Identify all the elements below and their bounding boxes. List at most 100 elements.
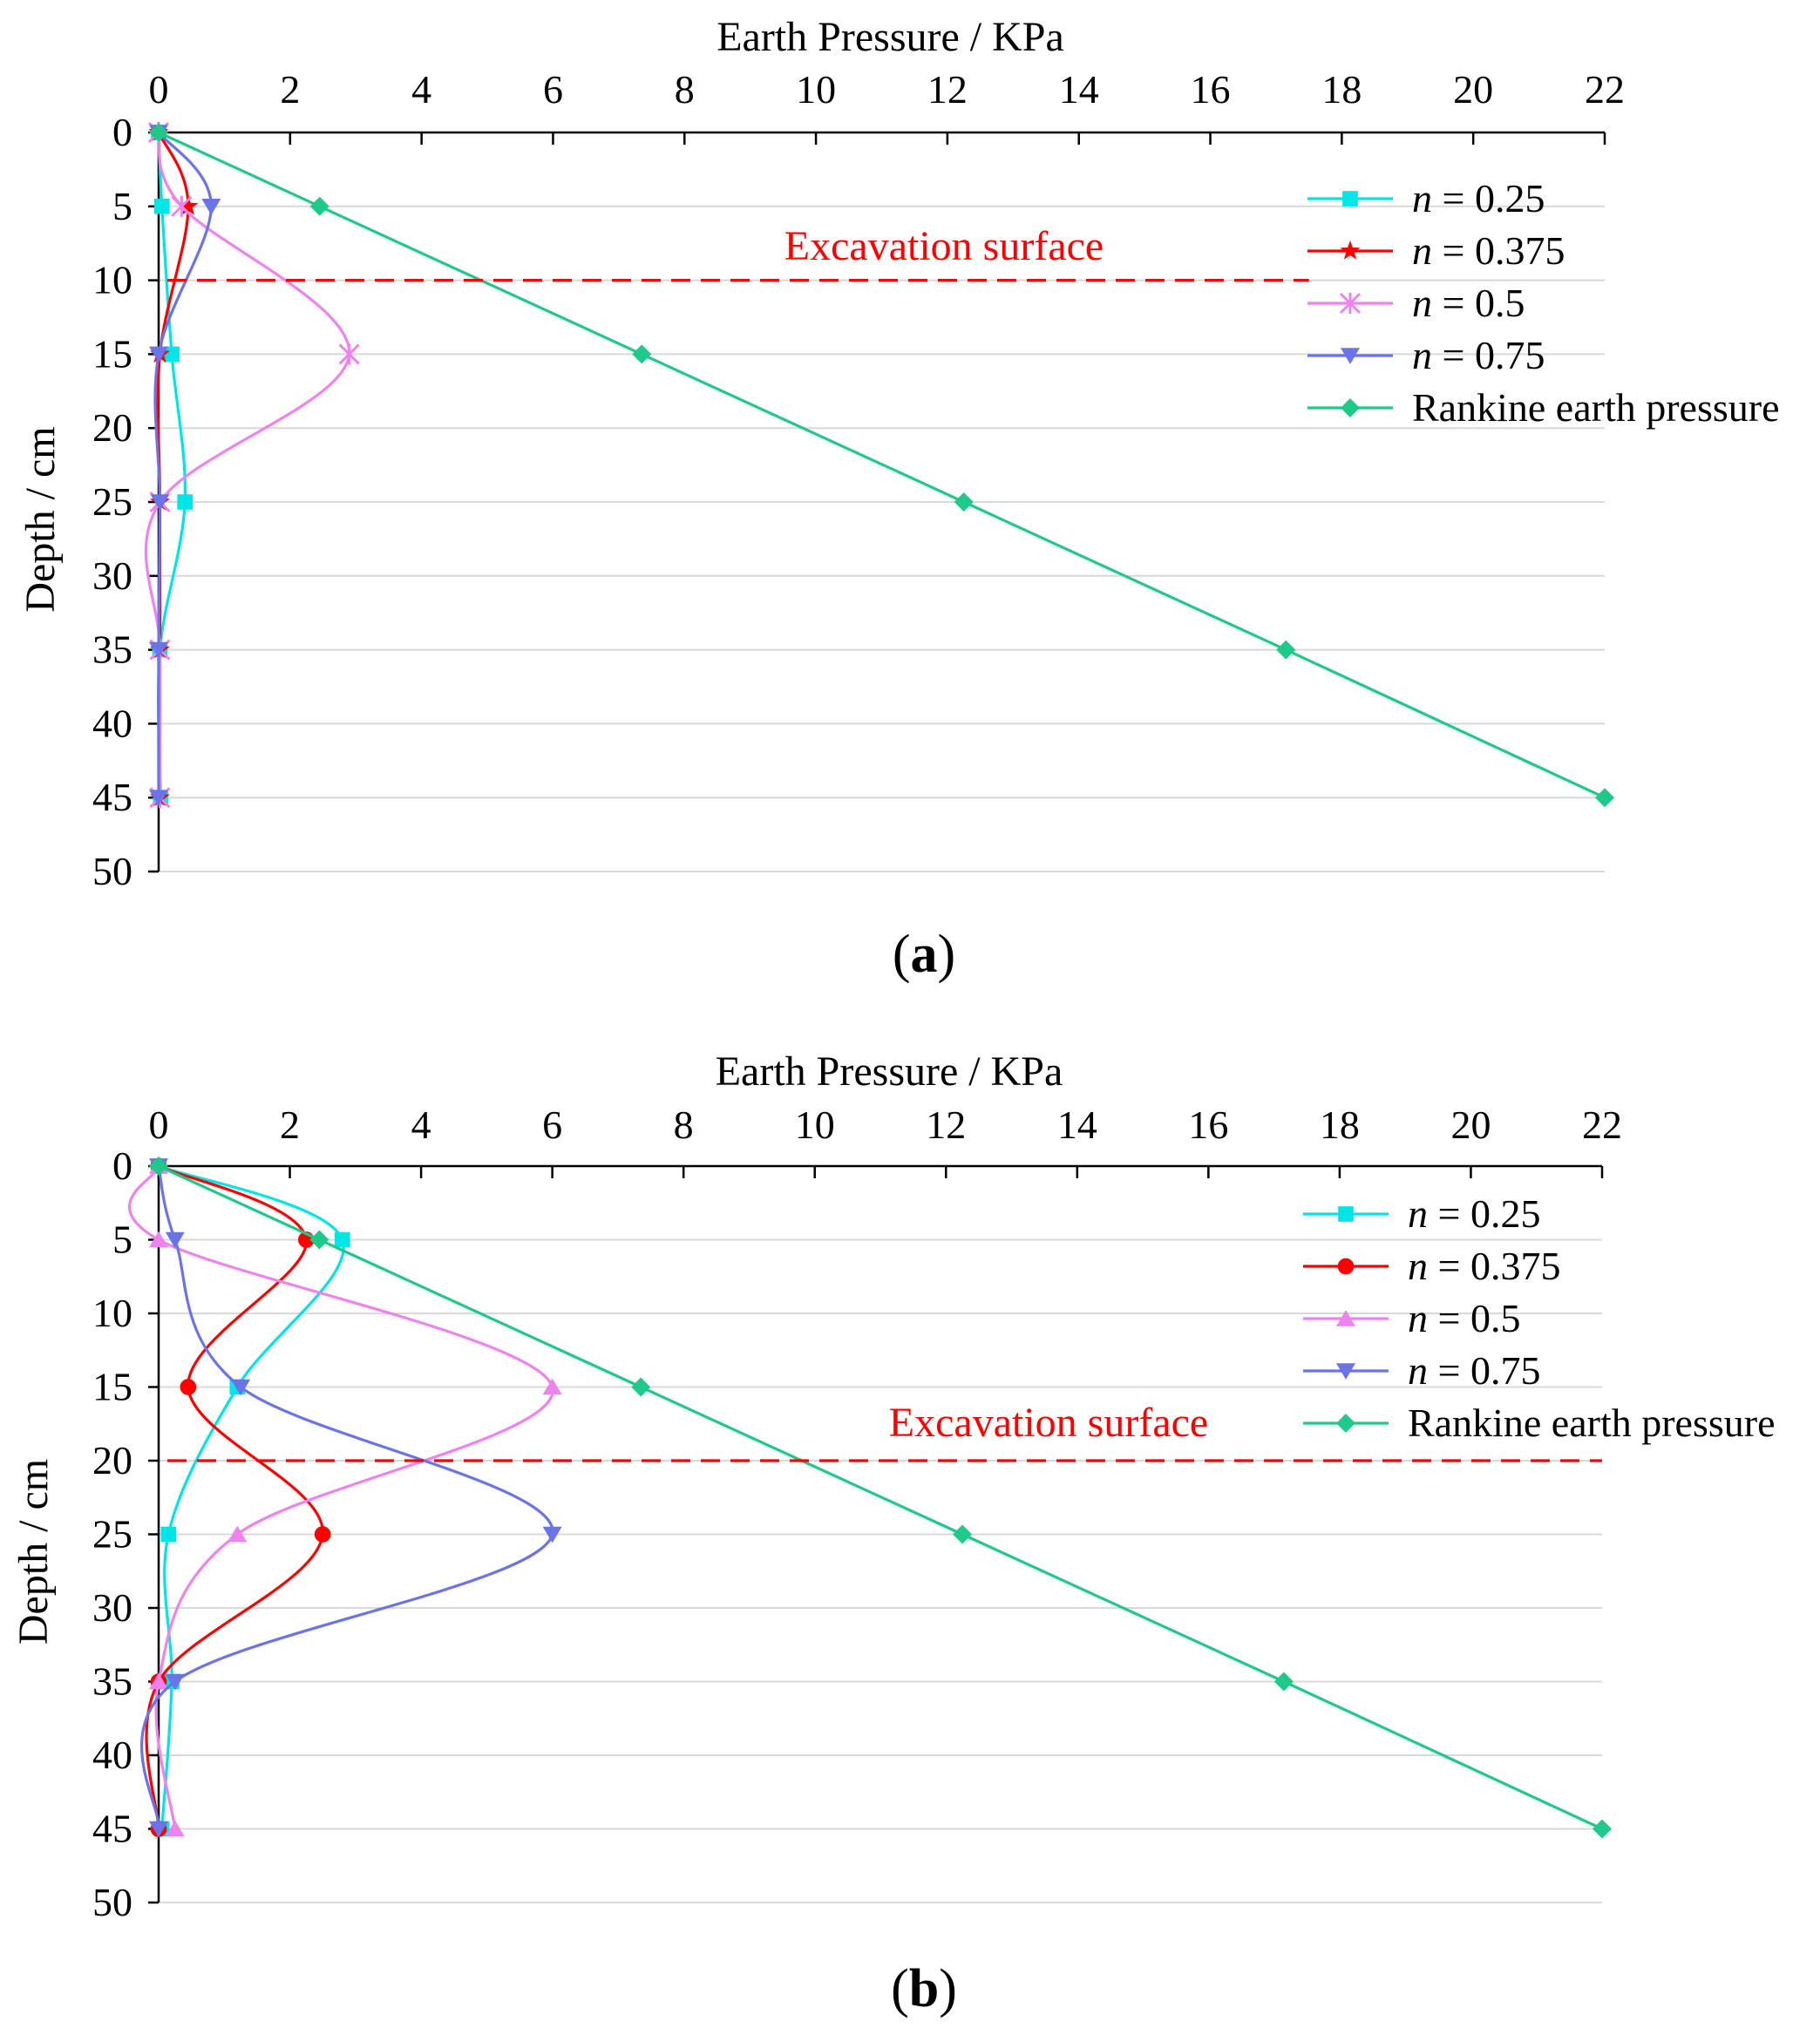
panel-a-x-tick-label: 12 — [927, 67, 968, 112]
panel-a-series-line — [144, 132, 351, 798]
panel-a-y-tick-label: 20 — [92, 405, 132, 450]
panel-b-legend-marker — [1336, 1310, 1355, 1326]
panel-a-data-point — [153, 199, 170, 214]
panel-a-legend-value: = 0.25 — [1432, 176, 1545, 220]
panel-a-data-point — [149, 346, 168, 363]
panel-b-legend-label: n = 0.5 — [1408, 1296, 1520, 1340]
panel-a-series-line — [158, 131, 1606, 799]
panel-b-series-3 — [140, 1158, 562, 1838]
panel-b-label: (b) — [891, 1959, 957, 2018]
panel-a-legend-var: n — [1412, 176, 1432, 220]
panel-a-series-1 — [148, 121, 199, 806]
panel-b-y-tick-label: 10 — [92, 1291, 132, 1335]
panel-b-data-point — [1592, 1819, 1612, 1839]
panel-b-legend-label: n = 0.25 — [1408, 1191, 1540, 1236]
panel-b-data-point — [149, 1231, 168, 1248]
panel-a-y-tick-label: 10 — [92, 258, 132, 302]
panel-b-legend-marker — [1338, 1206, 1354, 1222]
panel-a-data-point — [954, 492, 974, 512]
panel-a-legend-label: n = 0.75 — [1412, 333, 1545, 377]
panel-b-y-tick-label: 35 — [92, 1659, 132, 1704]
panel-b-data-point — [165, 1820, 185, 1837]
panel-a-legend-var: n — [1412, 281, 1432, 325]
panel-b-chart: 0 2 4 6 8 10 12 14 16 18 20 22 0 5 10 15 20 25 30 35 40 45 50 E… — [10, 1048, 1776, 2018]
panel-a-data-point — [1595, 788, 1614, 808]
panel-b-y-tick-label: 0 — [112, 1143, 132, 1188]
panel-a-label-letter: a — [911, 925, 938, 984]
panel-a-data-point — [149, 123, 168, 142]
panel-b-x-tick-label: 16 — [1188, 1102, 1228, 1147]
panel-a-y-tick-label: 40 — [92, 701, 132, 745]
panel-b-x-axis-title: Earth Pressure / KPa — [716, 1048, 1063, 1095]
panel-b-legend-var: n — [1408, 1348, 1428, 1393]
panel-a-data-point — [178, 195, 199, 215]
panel-b-data-point — [631, 1377, 651, 1397]
panel-b-series-line — [128, 1165, 554, 1829]
panel-a-data-point — [632, 344, 652, 364]
panel-b-data-point — [149, 1672, 168, 1690]
panel-b-excavation-label: Excavation surface — [889, 1400, 1208, 1446]
panel-b-y-tick-label: 45 — [92, 1807, 132, 1851]
panel-b-series-2 — [128, 1157, 562, 1837]
panel-a-legend-label: Rankine earth pressure — [1412, 385, 1780, 430]
panel-b-label-close: ) — [939, 1959, 957, 2018]
panel-b-x-tick-label: 18 — [1320, 1102, 1360, 1147]
panel-b-data-point — [1273, 1672, 1294, 1692]
panel-b-data-point — [953, 1524, 973, 1544]
panel-a-x-tick-label: 22 — [1585, 67, 1625, 112]
panel-a-data-point — [309, 196, 329, 216]
panel-b-data-point — [309, 1230, 329, 1250]
panel-a-label-open: ( — [893, 925, 911, 984]
panel-b-legend-value: = 0.25 — [1428, 1191, 1540, 1236]
panel-a-legend-marker — [1342, 191, 1358, 207]
panel-b-data-point — [542, 1378, 562, 1395]
panel-a-legend-value: = 0.5 — [1432, 281, 1525, 325]
panel-a-y-tick-label: 50 — [92, 849, 132, 893]
panel-b-data-point — [334, 1231, 350, 1248]
panel-a-legend: n = 0.25 n = 0.375 n = 0.5 n = 0.75 Rankine … — [1307, 176, 1780, 430]
panel-a-chart: 0 2 4 6 8 10 12 14 16 18 20 22 0 5 10 15 20 25 30 35 40 45 50 E… — [17, 14, 1780, 984]
panel-b-series-line — [158, 1164, 345, 1829]
panel-b-data-point — [165, 1231, 185, 1249]
panel-b-x-tick-label: 0 — [149, 1102, 169, 1147]
panel-b-y-tick-label: 40 — [92, 1733, 132, 1777]
panel-a-y-tick-label: 15 — [92, 331, 132, 376]
panel-a-data-point — [171, 195, 193, 217]
panel-b-y-tick-label: 20 — [92, 1438, 132, 1482]
panel-a-y-tick-label: 5 — [112, 184, 132, 228]
panel-a-legend-label: n = 0.375 — [1412, 228, 1565, 273]
panel-b-data-point — [160, 1526, 177, 1543]
panel-a-x-axis-title: Earth Pressure / KPa — [716, 14, 1064, 60]
panel-a-label: (a) — [893, 925, 955, 984]
panel-b-x-tick-label: 4 — [411, 1102, 431, 1147]
panel-a-legend-label: n = 0.5 — [1412, 281, 1525, 325]
panel-b-legend-value: = 0.375 — [1428, 1244, 1560, 1288]
panel-b-y-tick-label: 25 — [92, 1512, 132, 1557]
panel-a-data-point — [177, 494, 193, 510]
panel-a-y-tick-label: 25 — [92, 479, 132, 524]
panel-a-x-tick-label: 2 — [280, 67, 300, 112]
panel-b-x-tick-label: 10 — [795, 1102, 835, 1147]
panel-a-y-tick-label: 0 — [112, 110, 132, 154]
panel-b-x-tick-label: 22 — [1582, 1102, 1622, 1147]
panel-b-data-point — [542, 1526, 562, 1543]
panel-a-y-tick-label: 35 — [92, 627, 132, 672]
panel-b-legend-var: n — [1408, 1191, 1428, 1236]
panel-a-series-2 — [144, 121, 360, 809]
panel-a-x-tick-label: 20 — [1453, 67, 1493, 112]
panel-a-x-tick-label: 10 — [796, 67, 836, 112]
panel-b-y-tick-label: 5 — [112, 1218, 132, 1262]
panel-a-y-tick-label: 30 — [92, 553, 132, 598]
panel-a-data-point — [149, 641, 168, 659]
panel-b-data-point — [149, 1157, 168, 1176]
panel-b-label-open: ( — [891, 1959, 909, 2018]
panel-a-data-point — [1276, 640, 1296, 660]
panel-a-excavation-label: Excavation surface — [784, 223, 1104, 269]
panel-a-data-point — [338, 343, 360, 365]
panel-b-legend-var: n — [1408, 1296, 1428, 1340]
panel-a-data-point — [201, 199, 221, 215]
panel-b-legend-label: n = 0.75 — [1408, 1348, 1540, 1393]
panel-a-legend-marker — [1341, 348, 1360, 364]
